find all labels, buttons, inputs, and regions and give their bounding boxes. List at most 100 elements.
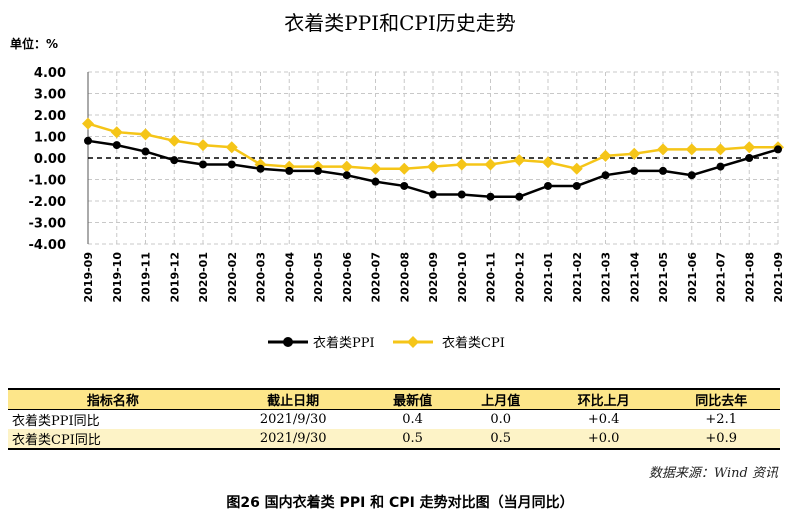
data-point-cpi: [197, 139, 209, 152]
y-tick-label: -2.00: [29, 195, 66, 210]
data-point-ppi: [515, 192, 524, 201]
data-point-ppi: [659, 166, 667, 175]
table-cell: 2021/9/30: [217, 429, 369, 450]
data-point-cpi: [110, 126, 123, 139]
data-point-ppi: [457, 190, 466, 199]
figure-caption: 图26 国内衣着类 PPI 和 CPI 走势对比图（当月同比）: [226, 495, 574, 511]
table-header: 截止日期: [217, 388, 369, 410]
data-point-ppi: [716, 162, 725, 171]
y-tick-label: 4.00: [34, 66, 66, 81]
data-point-cpi: [427, 160, 439, 173]
table-cell: 2021/9/30: [217, 409, 369, 429]
x-tick-label: 2020-05: [312, 252, 325, 303]
data-point-cpi: [398, 162, 411, 175]
data-point-cpi: [82, 117, 94, 130]
data-point-ppi: [400, 181, 409, 190]
y-tick-label: -1.00: [29, 174, 66, 189]
data-point-ppi: [774, 145, 782, 154]
x-tick-label: 2020-11: [485, 252, 498, 303]
data-point-ppi: [429, 190, 437, 199]
x-tick-label: 2020-04: [283, 252, 296, 303]
data-point-cpi: [628, 147, 641, 160]
table-cell: 0.0: [456, 409, 545, 429]
data-point-ppi: [486, 192, 495, 201]
data-point-cpi: [369, 162, 382, 175]
unit-label: 单位：%: [10, 36, 58, 51]
x-tick-label: 2019-12: [168, 252, 181, 303]
x-tick-label: 2021-03: [600, 252, 613, 303]
legend-label: 衣着类CPI: [442, 335, 505, 351]
table-header: 指标名称: [8, 388, 218, 410]
y-tick-label: 0.00: [34, 152, 66, 167]
table-cell: 0.5: [456, 429, 545, 450]
data-point-cpi: [657, 143, 669, 156]
legend-marker: [407, 336, 419, 348]
data-point-ppi: [227, 160, 236, 169]
y-tick-label: 1.00: [34, 131, 66, 146]
x-tick-label: 2021-01: [542, 252, 555, 303]
data-point-cpi: [685, 143, 698, 156]
x-tick-label: 2021-08: [743, 252, 756, 303]
x-tick-label: 2020-08: [398, 252, 411, 303]
x-tick-label: 2020-12: [513, 252, 526, 303]
table-header-row: 指标名称 截止日期 最新值 上月值 环比上月 同比去年: [8, 388, 780, 410]
data-point-ppi: [256, 164, 265, 173]
data-point-ppi: [745, 154, 754, 162]
table-header: 同比去年: [662, 388, 780, 410]
x-tick-label: 2021-05: [657, 252, 670, 303]
data-point-cpi: [599, 149, 612, 162]
data-point-ppi: [199, 160, 207, 169]
table-cell: +0.9: [662, 429, 780, 450]
data-point-ppi: [601, 171, 610, 180]
x-tick-label: 2019-09: [82, 252, 95, 303]
table-cell: +2.1: [662, 409, 780, 429]
legend-label: 衣着类PPI: [313, 335, 375, 351]
x-tick-label: 2020-01: [197, 252, 210, 303]
data-point-ppi: [314, 166, 322, 175]
data-point-ppi: [544, 181, 552, 190]
data-point-ppi: [84, 136, 92, 145]
table-cell: 0.4: [368, 409, 457, 429]
data-point-ppi: [170, 156, 179, 165]
table-header: 环比上月: [544, 388, 663, 410]
y-tick-label: 2.00: [34, 109, 66, 124]
x-tick-label: 2021-07: [715, 252, 728, 303]
data-point-cpi: [714, 143, 727, 156]
y-tick-label: 3.00: [34, 88, 66, 103]
x-tick-label: 2020-06: [341, 252, 354, 303]
data-point-cpi: [484, 158, 497, 171]
x-tick-label: 2021-09: [772, 252, 785, 303]
table-cell: 0.5: [368, 429, 457, 450]
x-tick-label: 2021-02: [571, 252, 584, 303]
table-header: 上月值: [456, 388, 545, 410]
data-point-cpi: [225, 141, 238, 154]
data-point-ppi: [371, 177, 380, 186]
table-cell: 衣着类CPI同比: [8, 429, 218, 450]
data-point-ppi: [687, 171, 696, 180]
x-tick-label: 2020-09: [427, 252, 440, 303]
data-point-cpi: [570, 162, 583, 175]
table-cell: +0.0: [544, 429, 663, 450]
table-cell: +0.4: [544, 409, 663, 429]
data-point-ppi: [112, 141, 121, 150]
data-point-ppi: [630, 166, 639, 175]
x-tick-label: 2019-10: [111, 252, 124, 303]
x-tick-label: 2019-11: [140, 252, 153, 303]
legend-marker: [283, 337, 293, 347]
y-tick-label: -4.00: [29, 238, 66, 253]
chart-title: 衣着类PPI和CPI历史走势: [284, 11, 515, 35]
data-point-cpi: [542, 156, 554, 169]
data-point-ppi: [572, 181, 581, 190]
x-tick-label: 2020-02: [226, 252, 239, 303]
y-tick-label: -3.00: [29, 217, 66, 232]
table-row: 衣着类PPI同比 2021/9/30 0.4 0.0 +0.4 +2.1: [8, 409, 780, 429]
table-row: 衣着类CPI同比 2021/9/30 0.5 0.5 +0.0 +0.9: [8, 429, 780, 450]
x-tick-label: 2020-03: [255, 252, 268, 303]
table-cell: 衣着类PPI同比: [8, 409, 218, 429]
data-point-ppi: [285, 166, 294, 175]
data-point-cpi: [340, 160, 353, 173]
table-header: 最新值: [368, 388, 457, 410]
data-source: 数据来源：Wind 资讯: [648, 466, 778, 481]
data-point-ppi: [342, 171, 351, 180]
